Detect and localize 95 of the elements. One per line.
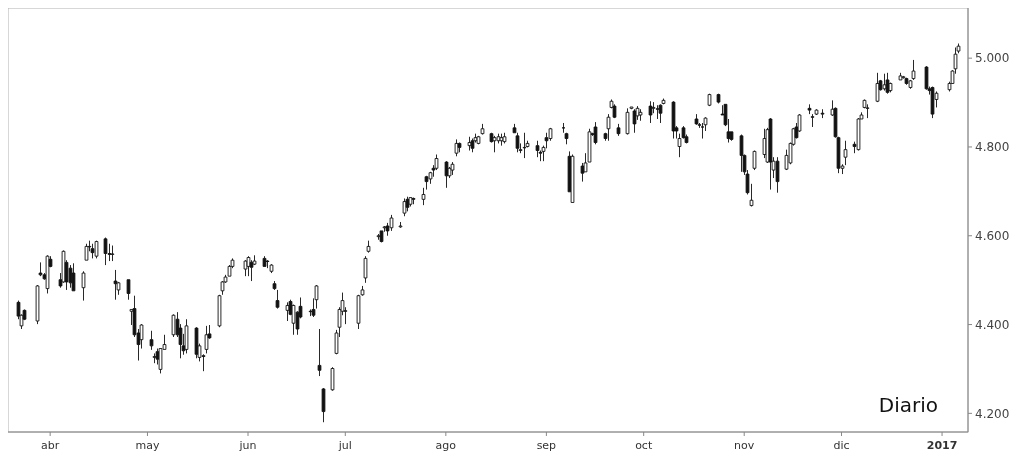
candlestick (454, 138, 459, 157)
candlestick (243, 259, 248, 277)
candlestick (882, 73, 887, 92)
candlestick (379, 230, 384, 243)
candlestick (249, 259, 254, 282)
candlestick (606, 113, 611, 142)
y-tick-label: 4.200 (975, 406, 1010, 421)
candlestick (716, 93, 721, 104)
candlestick (810, 113, 815, 128)
candlestick (638, 108, 643, 122)
candlestick (366, 240, 371, 254)
candlestick (570, 154, 575, 203)
x-tick-label: jun (238, 439, 257, 452)
candlestick (35, 284, 40, 325)
candlestick (149, 330, 154, 351)
candlestick (762, 128, 767, 159)
candlestick (126, 279, 131, 301)
candlestick (272, 280, 277, 291)
candlestick (269, 263, 274, 274)
candlestick (632, 108, 637, 134)
candlestick (421, 187, 426, 206)
candlestick (625, 107, 630, 135)
candlestick (38, 261, 43, 277)
candlestick (707, 93, 712, 107)
candlestick (275, 289, 280, 310)
candlestick (564, 132, 569, 145)
candlestick (512, 123, 517, 134)
candlestick (376, 233, 381, 241)
y-tick-label: 4.800 (975, 140, 1010, 155)
text: Diario (878, 393, 938, 417)
candlestick (94, 240, 99, 259)
candlestick (499, 133, 504, 147)
candlestick (204, 325, 209, 354)
candlestick (492, 135, 497, 153)
candlestick (217, 294, 222, 328)
candlestick (480, 123, 485, 135)
candlestick (457, 142, 462, 153)
candlestick (875, 72, 880, 103)
candlestick (265, 259, 270, 269)
candlestick (389, 214, 394, 232)
candlestick (110, 245, 115, 262)
candlestick (671, 100, 676, 139)
candlestick (103, 237, 108, 266)
candlestick (885, 72, 890, 95)
candlestick (408, 197, 413, 207)
candlestick (71, 262, 76, 292)
candlestick (321, 387, 326, 423)
candlestick (515, 132, 520, 153)
candlestick (616, 123, 621, 137)
candlestick (561, 122, 566, 134)
candlestick (807, 103, 812, 115)
candlestick (113, 269, 118, 301)
x-tick-label: dic (833, 439, 850, 452)
candlestick (330, 366, 335, 392)
candlestick (739, 134, 744, 173)
candlestick (655, 104, 660, 120)
candlestick (502, 132, 507, 144)
candlestick (262, 255, 267, 267)
x-tick-label: oct (635, 439, 653, 452)
y-tick-label: 4.400 (975, 317, 1010, 332)
candlestick (291, 304, 296, 336)
y-tick-label: 4.600 (975, 228, 1010, 243)
candlestick (405, 196, 410, 212)
candlestick (363, 255, 368, 284)
candlestick (402, 198, 407, 217)
candlestick (45, 254, 50, 294)
candlestick (522, 132, 527, 159)
x-tick-label: ago (435, 439, 457, 452)
x-tick-label: sep (536, 439, 557, 452)
candlestick (648, 100, 653, 124)
x-tick-label: jul (337, 439, 352, 452)
candlestick (152, 352, 157, 364)
candlestick (752, 150, 757, 171)
candlestick (398, 221, 403, 229)
candlestick (612, 103, 617, 119)
x-tick-label: abr (41, 439, 60, 452)
candlestick (843, 140, 848, 166)
y-tick-label: 5.000 (975, 51, 1010, 66)
x-tick-label: 2017 (926, 439, 958, 452)
candlestick (467, 136, 472, 151)
x-tick-label: nov (734, 439, 755, 452)
candlestick (81, 270, 86, 302)
candlestick (171, 313, 176, 338)
x-tick-label: may (135, 439, 160, 452)
candlestick (194, 326, 199, 359)
candlestick (694, 113, 699, 126)
candlestick (775, 156, 780, 194)
candlestick (411, 197, 416, 205)
candlestick (865, 103, 870, 119)
candlestick (317, 328, 322, 377)
candlestick (658, 103, 663, 124)
candlestick (68, 264, 73, 289)
candlestick (768, 117, 773, 191)
candlestick (424, 175, 429, 191)
candlestick (285, 301, 290, 322)
